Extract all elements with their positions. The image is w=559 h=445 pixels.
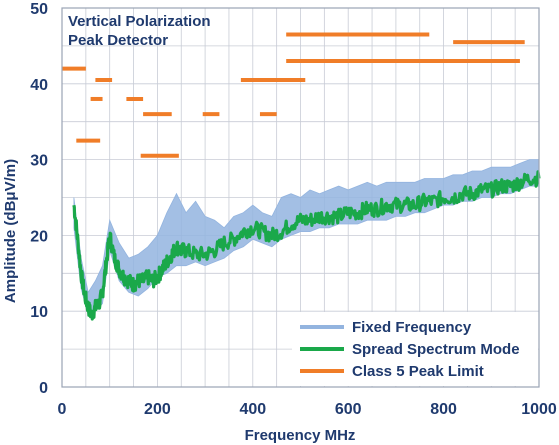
spread-spectrum-path	[72, 170, 541, 321]
y-tick-label: 40	[30, 77, 48, 94]
class5-limit-segments	[62, 32, 525, 158]
fixed-frequency-band	[73, 159, 540, 316]
spread-spectrum-line	[72, 170, 541, 321]
y-tick-label: 10	[30, 304, 48, 321]
plot-border	[61, 7, 540, 388]
legend: Fixed Frequency Spread Spectrum Mode Cla…	[292, 312, 538, 386]
x-tick-label: 600	[335, 401, 362, 418]
y-axis-title: Amplitude (dBμV/m)	[2, 159, 19, 303]
legend-label-class5-limit: Class 5 Peak Limit	[352, 363, 484, 380]
x-tick-label: 0	[58, 401, 67, 418]
y-tick-label: 0	[39, 380, 48, 397]
x-tick-label: 1000	[521, 401, 557, 418]
y-tick-label: 30	[30, 153, 48, 170]
y-tick-label: 50	[30, 1, 48, 18]
fixed-frequency-area	[73, 159, 540, 316]
x-axis-title: Frequency MHz	[245, 427, 356, 444]
chart-title: Vertical Polarization	[68, 13, 211, 30]
x-tick-label: 200	[144, 401, 171, 418]
axis-ticks: 0 10 20 30 40 50 0 200 400 600 800 1000	[30, 1, 557, 418]
x-tick-label: 800	[430, 401, 457, 418]
legend-label-spread-spectrum: Spread Spectrum Mode	[352, 341, 520, 358]
y-tick-label: 20	[30, 228, 48, 245]
legend-label-fixed-frequency: Fixed Frequency	[352, 319, 472, 336]
x-tick-label: 400	[239, 401, 266, 418]
chart-subtitle: Peak Detector	[68, 32, 168, 49]
